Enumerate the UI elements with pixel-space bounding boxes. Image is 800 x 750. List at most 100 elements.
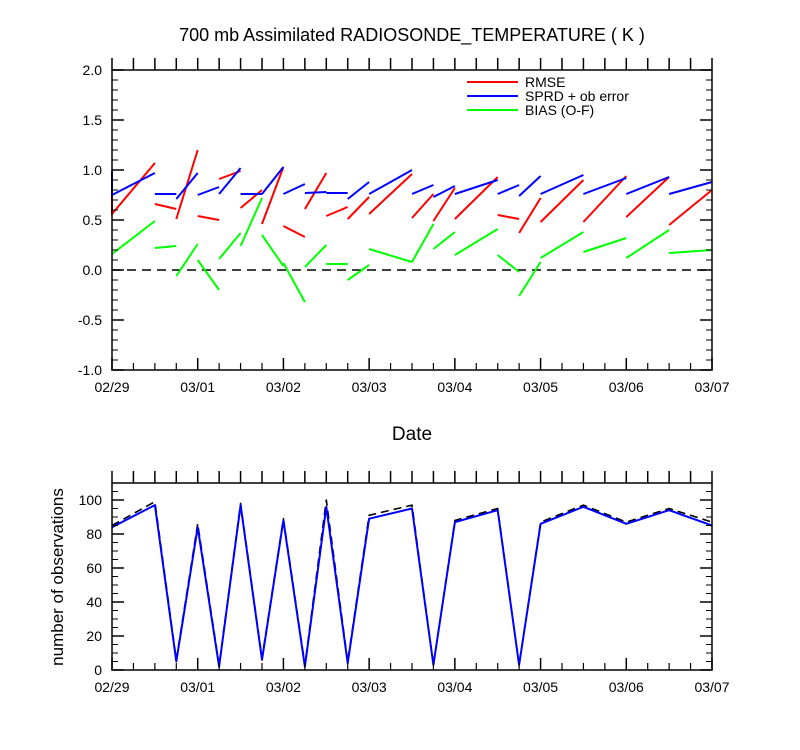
x-tick-label: 03/02	[266, 379, 301, 395]
y-tick-label: 80	[86, 526, 102, 542]
sprd-ob-error-line-segment	[175, 172, 199, 200]
bias-o-f-line-segment	[368, 248, 413, 263]
x-tick-label: 03/07	[694, 379, 729, 395]
rmse-line-segment	[625, 176, 670, 218]
x-tick-label: 03/04	[437, 379, 472, 395]
rmse-line-segment	[325, 206, 349, 217]
y-axis-label: number of observations	[48, 488, 67, 666]
sprd-ob-error-line-segment	[218, 167, 242, 195]
rmse-line-segment	[539, 179, 585, 223]
y-tick-label: 1.5	[83, 112, 103, 128]
sprd-ob-error-line-segment	[454, 179, 499, 195]
axis-ticks	[111, 471, 713, 671]
sprd-ob-error-line-segment	[540, 174, 584, 195]
rmse-line-segment	[346, 196, 370, 220]
bias-o-f-line-segment	[625, 229, 670, 259]
bias-o-f-line-segment	[304, 244, 328, 268]
x-axis-label: Date	[392, 424, 432, 445]
x-tick-label: 03/06	[609, 379, 644, 395]
y-tick-labels: 0 20 40 60 80 100	[79, 492, 103, 678]
sprd-ob-error-line-segment	[583, 177, 627, 195]
bias-o-f-line-segment	[218, 232, 242, 260]
observation-count-panel: 0 20 40 60 80 100 02/29 03/01 03/02 03/03 03/04 03…	[79, 471, 730, 695]
bias-o-f-line-segment	[282, 262, 306, 303]
legend-label-bias-o-f: BIAS (O-F)	[525, 102, 594, 118]
rmse-line-segment	[368, 173, 413, 215]
axis-ticks	[111, 58, 713, 371]
x-tick-label: 03/05	[523, 679, 558, 695]
x-tick-label: 03/07	[694, 679, 729, 695]
rmse-line-segment	[282, 225, 306, 238]
sprd-ob-error-line-segment	[261, 166, 285, 195]
y-tick-label: 0	[94, 662, 102, 678]
y-tick-label: 0.5	[83, 212, 103, 228]
y-tick-label: 2.0	[83, 62, 103, 78]
bias-o-f-line-segment	[196, 259, 220, 291]
bias-o-f-line-segment	[669, 249, 713, 254]
rmse-line-segment	[197, 215, 220, 221]
rmse-line-segment	[668, 189, 713, 226]
possible-observations-line	[111, 499, 713, 666]
bias-o-f-line-segment	[411, 223, 435, 263]
plot-frame	[111, 69, 713, 371]
x-tick-label: 03/01	[180, 379, 215, 395]
sprd-ob-error-line-segment	[111, 171, 156, 196]
rmse-line-segment	[154, 203, 177, 210]
x-tick-label: 02/29	[94, 679, 129, 695]
bias-o-f-line-segment	[518, 261, 542, 297]
rmse-line-segment	[261, 166, 285, 225]
bias-o-f-line-segment	[347, 264, 370, 281]
bias-o-f-line-segment	[239, 197, 263, 247]
sprd-ob-error-line-segment	[411, 184, 434, 195]
y-tick-labels: -1.0 -0.5 0.0 0.5 1.0 1.5 2.0	[78, 62, 102, 378]
sprd-ob-error-line-segment	[668, 181, 713, 195]
bias-o-f-line-segment	[540, 231, 584, 259]
sprd-ob-error-line-segment	[304, 191, 327, 194]
y-tick-label: 0.0	[83, 262, 103, 278]
sprd-ob-error-line-segment	[625, 176, 670, 195]
y-tick-label: 60	[86, 560, 102, 576]
rmse-line-segment	[497, 214, 520, 220]
assimilated-observations-line	[111, 504, 713, 668]
legend-label-sprd-ob-error: SPRD + ob error	[525, 88, 629, 104]
legend-label-rmse: RMSE	[525, 74, 565, 90]
rmse-line-segment	[454, 176, 499, 220]
sprd-ob-error-line-segment	[368, 169, 413, 195]
sprd-ob-error-line-segment	[497, 184, 520, 195]
bias-o-f-line-segment	[154, 245, 177, 249]
rmse-line-segment	[304, 172, 328, 210]
x-tick-labels: 02/29 03/01 03/02 03/03 03/04 03/05 03/06 03/07	[94, 379, 729, 395]
rmse-bias-panel: -1.0-0.50.00.51.01.52.0 02/29 03/01 03/02 0…	[78, 58, 730, 395]
x-tick-label: 03/05	[523, 379, 558, 395]
bias-o-f-line-segment	[261, 234, 285, 267]
x-tick-label: 03/03	[352, 379, 387, 395]
bias-o-f-line-segment	[497, 254, 520, 273]
rmse-line-segment	[432, 187, 456, 222]
x-tick-label: 03/06	[609, 679, 644, 695]
sprd-ob-error-line-segment	[282, 183, 306, 195]
y-tick-label: 20	[86, 628, 102, 644]
y-tick-label: 40	[86, 594, 102, 610]
bias-o-f-line-segment	[454, 228, 499, 256]
y-tick-label: 1.0	[83, 162, 103, 178]
series-lines	[111, 149, 713, 303]
x-tick-label: 03/03	[352, 679, 387, 695]
sprd-ob-error-line-segment	[432, 185, 456, 198]
sprd-ob-error-line-segment	[347, 181, 370, 200]
x-tick-label: 03/01	[180, 679, 215, 695]
rmse-line-segment	[582, 175, 628, 223]
y-tick-label: -0.5	[78, 312, 102, 328]
series-lines	[111, 499, 713, 668]
bias-o-f-line-segment	[175, 243, 199, 277]
x-tick-label: 02/29	[94, 379, 129, 395]
sprd-ob-error-line-segment	[518, 175, 542, 197]
y-tick-label: 100	[79, 492, 103, 508]
bias-o-f-line-segment	[111, 220, 156, 255]
rmse-line-segment	[411, 193, 435, 219]
x-tick-labels: 02/29 03/01 03/02 03/03 03/04 03/05 03/06 03/07	[94, 679, 729, 695]
y-tick-label: -1.0	[78, 362, 102, 378]
rmse-line-segment	[518, 197, 542, 234]
bias-o-f-line-segment	[583, 237, 627, 253]
